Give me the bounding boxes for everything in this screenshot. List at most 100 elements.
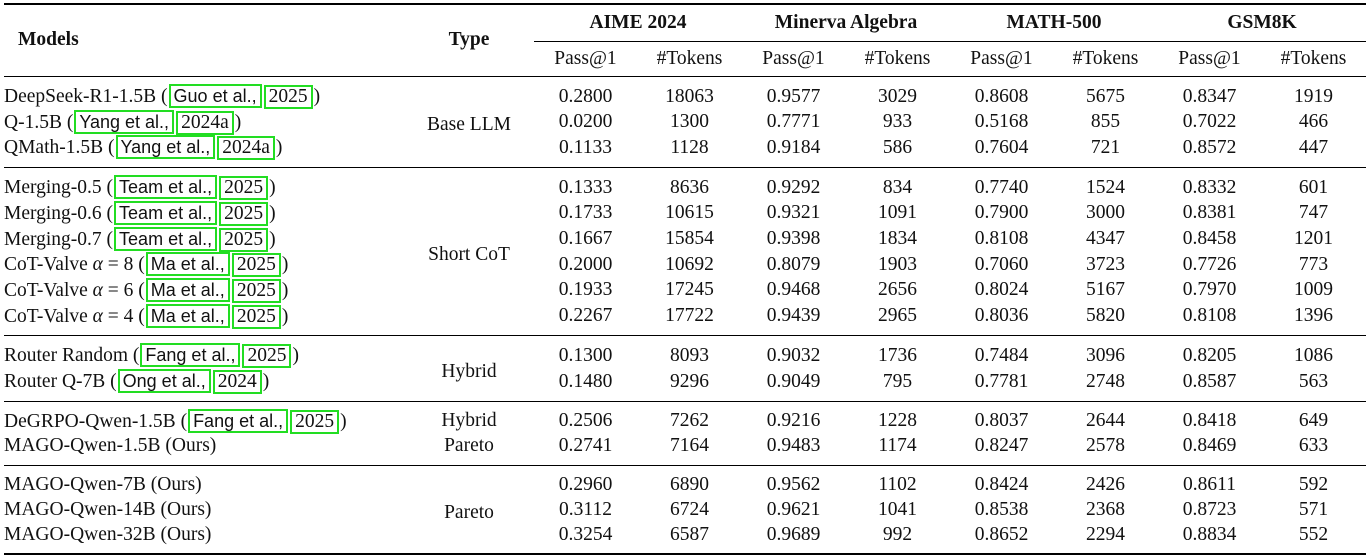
model-name-text: DeepSeek-R1-1.5B ( (4, 86, 168, 107)
models-header: Models (18, 29, 79, 51)
pass-at-1-cell: 0.8538 (974, 498, 1029, 520)
token-count-cell: 2965 (878, 305, 917, 327)
model-name-text: MAGO-Qwen-32B (Ours) (4, 523, 212, 545)
table-row: Router Q-7B (Ong et al., 2024) 0.1480 9296 0… (4, 369, 1366, 401)
pass-at-1-cell: 0.8024 (974, 279, 1029, 301)
token-count-cell: 1524 (1053, 167, 1158, 201)
citation-author-link[interactable]: Yang et al., (74, 109, 175, 134)
pass-at-1-cell: 0.7060 (974, 253, 1029, 275)
model-name-text: Router Random ( (4, 345, 140, 367)
citation-year-link[interactable]: 2025 (231, 278, 281, 303)
pass-at-1-cell: 0.9468 (766, 279, 821, 301)
type-cell: Base LLM (404, 75, 534, 168)
pass-at-1-cell: 0.8652 (974, 523, 1029, 545)
metric-header-tokens: #Tokens (1072, 47, 1139, 69)
citation-year-link[interactable]: 2024a (217, 136, 275, 161)
pass-at-1-cell: 0.9184 (766, 136, 821, 158)
citation-year-link[interactable]: 2024a (176, 110, 234, 135)
citation-author-link[interactable]: Fang et al., (140, 343, 241, 368)
pass-at-1-cell: 0.7900 (974, 202, 1029, 224)
pass-at-1-cell: 0.8587 (1182, 370, 1237, 392)
token-count-cell: 2748 (1086, 370, 1125, 392)
metric-header-pass: Pass@1 (554, 47, 617, 69)
table-row: DeGRPO-Qwen-1.5B (Fang et al., 2025) Hybri… (4, 400, 1366, 435)
header-row-metrics: Pass@1 #Tokens Pass@1 #Tokens Pass@1 #To… (4, 42, 1366, 77)
model-name-text: MAGO-Qwen-1.5B (Ours) (4, 435, 217, 457)
model-name-cell: Merging-0.7 (Team et al., 2025) (4, 226, 404, 253)
citation-author-link[interactable]: Ma et al., (145, 303, 230, 328)
citation-year-link[interactable]: 2024 (212, 370, 262, 395)
pass-at-1-cell: 0.0200 (558, 111, 613, 133)
token-count-cell: 15854 (665, 228, 714, 250)
pass-at-1-cell: 0.8205 (1158, 335, 1261, 370)
citation-year-link[interactable]: 2025 (231, 304, 281, 329)
citation-author-link[interactable]: Fang et al., (188, 408, 289, 433)
model-name-text: CoT-Valve α = 4 ( (4, 305, 145, 327)
citation-author-link[interactable]: Ong et al., (117, 369, 211, 394)
token-count-cell: 855 (1090, 111, 1121, 133)
token-count-cell: 2656 (878, 279, 917, 301)
metric-header-pass: Pass@1 (762, 47, 825, 69)
citation-close-paren: ) (269, 228, 276, 250)
table-row: Merging-0.6 (Team et al., 2025) 0.1733 1061… (4, 200, 1366, 227)
token-count-cell: 1086 (1261, 335, 1366, 370)
pass-at-1-cell: 0.8108 (974, 228, 1029, 250)
model-name-cell: MAGO-Qwen-32B (Ours) (4, 523, 404, 555)
type-header: Type (448, 29, 490, 51)
pass-at-1-cell: 0.8347 (1158, 75, 1261, 110)
model-name-text: Merging-0.6 ( (4, 202, 114, 224)
token-count-cell: 1300 (670, 111, 709, 133)
table-body: DeepSeek-R1-1.5B (Guo et al., 2025) Base L… (4, 75, 1366, 555)
citation-year-link[interactable]: 2025 (219, 227, 269, 252)
token-count-cell: 17245 (665, 279, 714, 301)
token-count-cell: 1228 (845, 400, 950, 435)
type-cell: Short CoT (404, 167, 534, 336)
pass-at-1-cell: 0.9483 (766, 435, 821, 457)
token-count-cell: 1174 (878, 435, 917, 457)
citation-author-link[interactable]: Team et al., (114, 175, 218, 200)
citation-author-link[interactable]: Team et al., (114, 226, 218, 251)
pass-at-1-cell: 0.8037 (950, 400, 1053, 435)
table-row: MAGO-Qwen-1.5B (Ours) Pareto 0.2741 7164 0.9… (4, 434, 1366, 465)
token-count-cell: 1903 (878, 253, 917, 275)
token-count-cell: 571 (1298, 498, 1329, 520)
citation-close-paren: ) (275, 137, 283, 159)
model-name-cell: MAGO-Qwen-1.5B (Ours) (4, 434, 404, 465)
pass-at-1-cell: 0.2506 (534, 400, 637, 435)
model-name-text: CoT-Valve α = 8 ( (4, 254, 145, 276)
token-count-cell: 1201 (1294, 228, 1333, 250)
citation-year-link[interactable]: 2025 (290, 409, 340, 434)
model-name-text: Q-1.5B ( (4, 111, 74, 133)
metric-header-pass: Pass@1 (1178, 47, 1241, 69)
pass-at-1-cell: 0.8723 (1182, 498, 1237, 520)
citation-author-link[interactable]: Ma et al., (145, 277, 230, 302)
token-count-cell: 3000 (1086, 202, 1125, 224)
pass-at-1-cell: 0.8611 (1158, 465, 1261, 498)
citation-author-link[interactable]: Yang et al., (115, 135, 216, 160)
table-row: CoT-Valve α = 4 (Ma et al., 2025) 0.2267 17… (4, 303, 1366, 336)
pass-at-1-cell: 0.9216 (742, 400, 845, 435)
token-count-cell: 1834 (878, 228, 917, 250)
table-row: Router Random (Fang et al., 2025) Hybrid 0.… (4, 335, 1366, 402)
citation-author-link[interactable]: Guo et al., (168, 84, 262, 108)
token-count-cell: 7164 (670, 435, 709, 457)
citation-author-link[interactable]: Ma et al., (145, 252, 230, 277)
pass-at-1-cell: 0.7022 (1182, 111, 1237, 133)
pass-at-1-cell: 0.9032 (742, 335, 845, 370)
citation-year-link[interactable]: 2025 (263, 85, 313, 109)
citation-year-link[interactable]: 2025 (219, 176, 269, 201)
metric-header-pass: Pass@1 (970, 47, 1033, 69)
citation-year-link[interactable]: 2025 (231, 253, 281, 278)
citation-year-link[interactable]: 2025 (242, 344, 292, 369)
model-name-cell: CoT-Valve α = 6 (Ma et al., 2025) (4, 277, 404, 304)
pass-at-1-cell: 0.9562 (742, 465, 845, 498)
citation-year-link[interactable]: 2025 (219, 201, 269, 226)
token-count-cell: 633 (1298, 435, 1329, 457)
citation-close-paren: ) (269, 202, 276, 224)
pass-at-1-cell: 0.8608 (950, 75, 1053, 110)
pass-at-1-cell: 0.9577 (742, 75, 845, 110)
citation-author-link[interactable]: Team et al., (114, 200, 218, 225)
results-table: Models Type AIME 2024 Minerva Algebra MA… (4, 3, 1366, 555)
pass-at-1-cell: 0.8469 (1182, 435, 1237, 457)
token-count-cell: 552 (1298, 523, 1329, 545)
